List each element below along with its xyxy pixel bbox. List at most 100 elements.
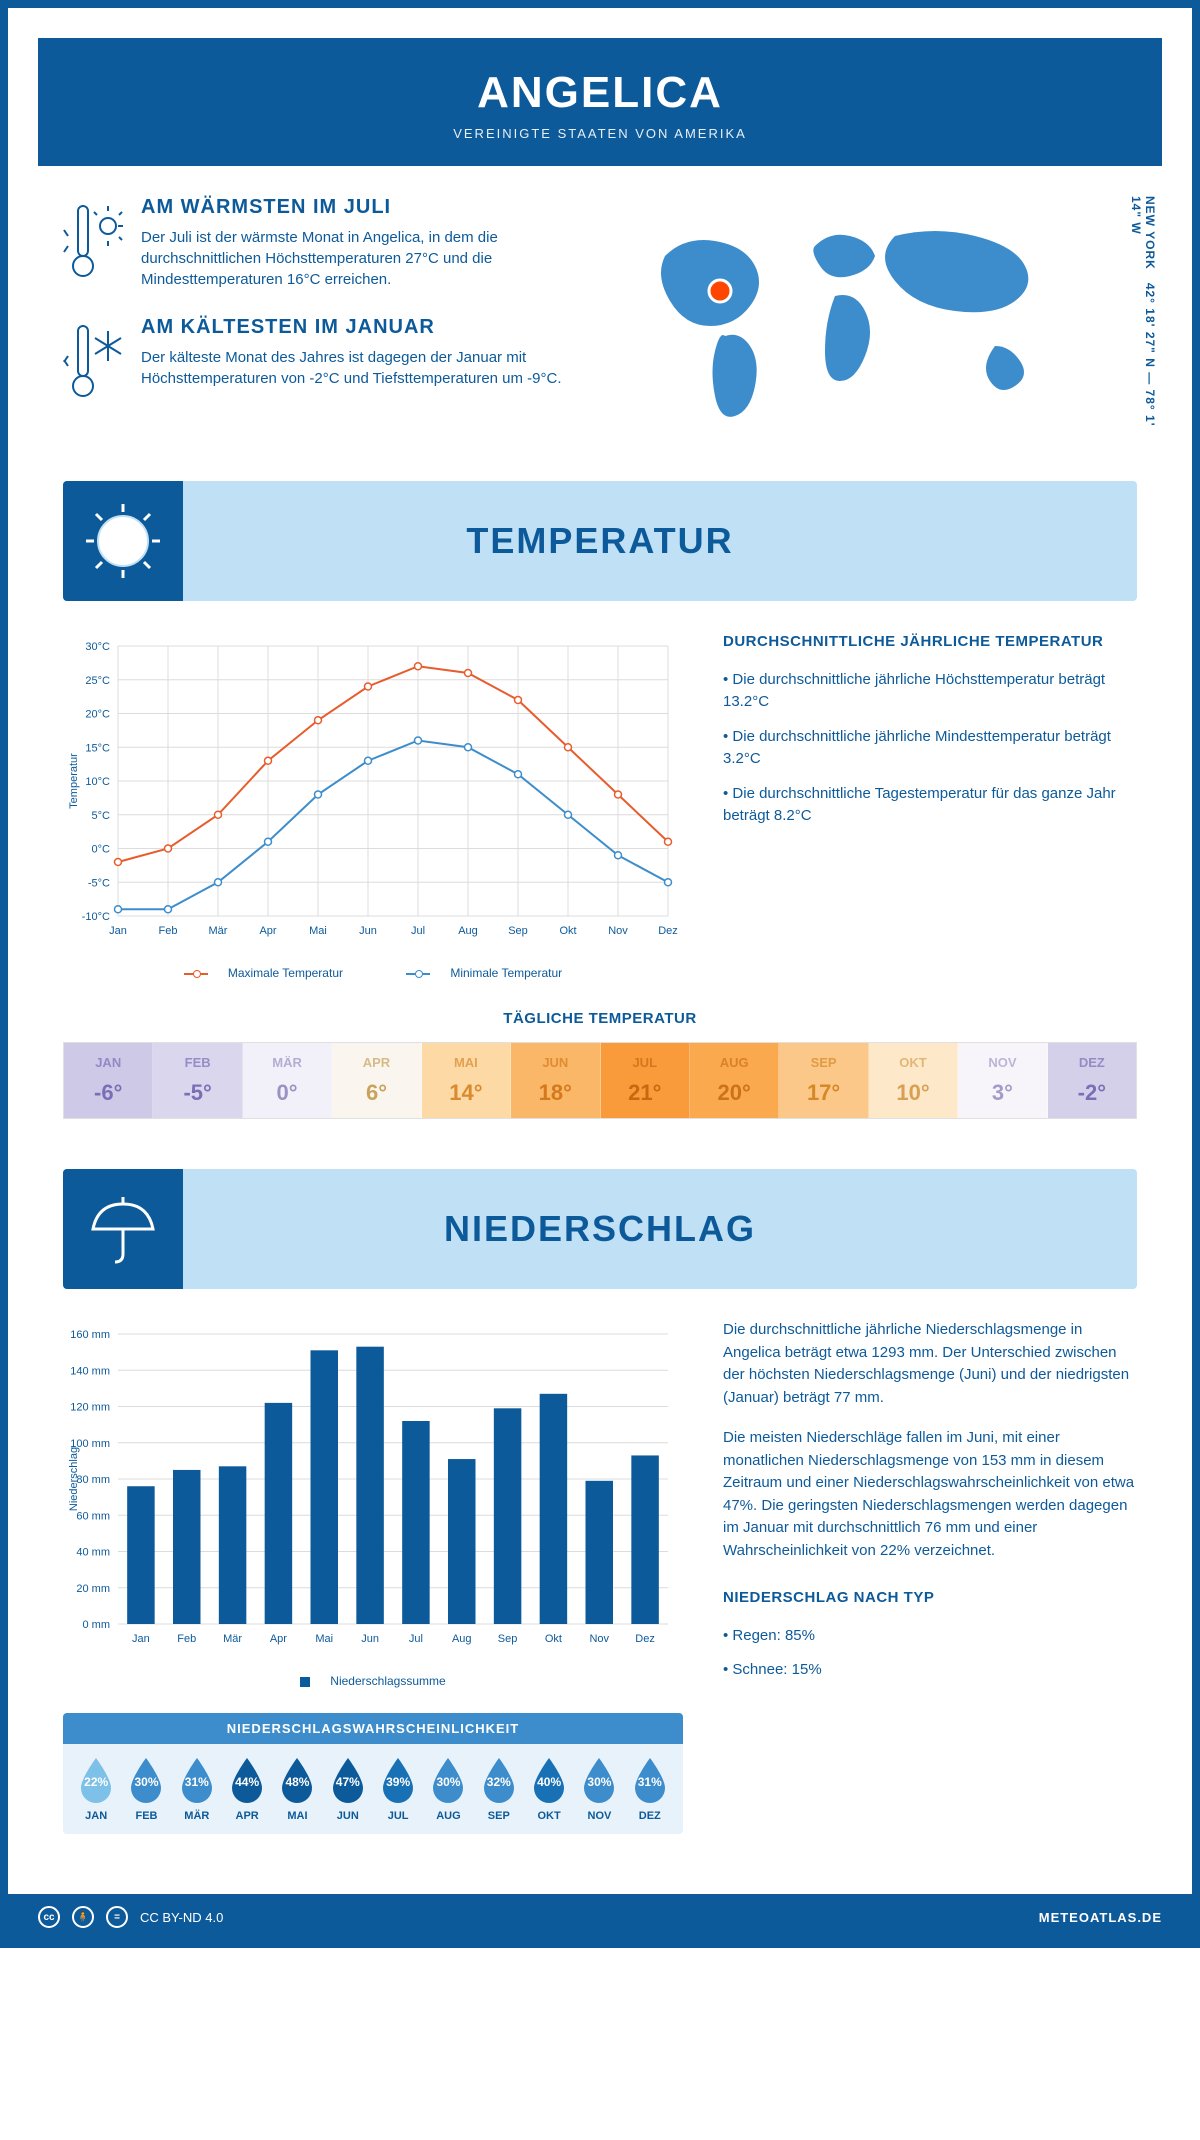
svg-text:Jan: Jan: [132, 1633, 150, 1645]
section-temperature: TEMPERATUR: [63, 481, 1137, 601]
svg-text:160 mm: 160 mm: [70, 1329, 110, 1341]
svg-text:Okt: Okt: [545, 1633, 562, 1645]
drop-cell: 22%JAN: [71, 1756, 121, 1822]
svg-text:120 mm: 120 mm: [70, 1402, 110, 1414]
temp-bullet: • Die durchschnittliche Tagestemperatur …: [723, 783, 1137, 828]
drop-cell: 30%NOV: [574, 1756, 624, 1822]
precipitation-chart: 0 mm20 mm40 mm60 mm80 mm100 mm120 mm140 …: [63, 1319, 683, 1659]
section-title: NIEDERSCHLAG: [183, 1208, 1137, 1250]
svg-text:Mai: Mai: [315, 1633, 333, 1645]
fact-cold-text: Der kälteste Monat des Jahres ist dagege…: [141, 347, 585, 389]
drop-cell: 30%FEB: [121, 1756, 171, 1822]
svg-text:-5°C: -5°C: [88, 877, 110, 889]
svg-text:Apr: Apr: [270, 1633, 287, 1645]
umbrella-icon: [63, 1169, 183, 1289]
drop-cell: 39%JUL: [373, 1756, 423, 1822]
drop-cell: 32%SEP: [474, 1756, 524, 1822]
svg-text:Jun: Jun: [359, 925, 377, 937]
svg-text:Mai: Mai: [309, 925, 327, 937]
svg-text:Jul: Jul: [409, 1633, 423, 1645]
world-map: [615, 196, 1095, 436]
svg-text:Aug: Aug: [452, 1633, 472, 1645]
precip-prob-heading: NIEDERSCHLAGSWAHRSCHEINLICHKEIT: [63, 1713, 683, 1744]
svg-text:Okt: Okt: [559, 925, 576, 937]
drop-cell: 31%DEZ: [625, 1756, 675, 1822]
svg-text:25°C: 25°C: [85, 675, 110, 687]
svg-text:Sep: Sep: [508, 925, 528, 937]
drop-cell: 44%APR: [222, 1756, 272, 1822]
svg-text:Mär: Mär: [209, 925, 228, 937]
daily-cell: DEZ-2°: [1048, 1043, 1136, 1118]
svg-text:80 mm: 80 mm: [76, 1474, 110, 1486]
precip-type-bullet: • Schnee: 15%: [723, 1659, 1137, 1682]
drop-cell: 30%AUG: [423, 1756, 473, 1822]
fact-warm-text: Der Juli ist der wärmste Monat in Angeli…: [141, 227, 585, 290]
temp-info-heading: DURCHSCHNITTLICHE JÄHRLICHE TEMPERATUR: [723, 631, 1137, 654]
svg-text:Apr: Apr: [259, 925, 276, 937]
section-precipitation: NIEDERSCHLAG: [63, 1169, 1137, 1289]
svg-text:Feb: Feb: [177, 1633, 196, 1645]
svg-text:0 mm: 0 mm: [83, 1619, 111, 1631]
svg-text:60 mm: 60 mm: [76, 1510, 110, 1522]
svg-text:Temperatur: Temperatur: [68, 753, 80, 809]
daily-heading: TÄGLICHE TEMPERATUR: [63, 1010, 1137, 1027]
section-title: TEMPERATUR: [183, 520, 1137, 562]
page-title: ANGELICA: [58, 68, 1142, 118]
precip-type-heading: NIEDERSCHLAG NACH TYP: [723, 1587, 1137, 1610]
license-text: CC BY-ND 4.0: [140, 1910, 223, 1925]
daily-cell: MÄR0°: [243, 1043, 332, 1118]
daily-cell: NOV3°: [958, 1043, 1047, 1118]
svg-text:Jul: Jul: [411, 925, 425, 937]
fact-warm: AM WÄRMSTEN IM JULI Der Juli ist der wär…: [63, 196, 585, 291]
daily-cell: MAI14°: [422, 1043, 511, 1118]
chart-legend: Niederschlagssumme: [63, 1674, 683, 1688]
svg-text:Dez: Dez: [635, 1633, 655, 1645]
drop-cell: 47%JUN: [323, 1756, 373, 1822]
svg-text:30°C: 30°C: [85, 641, 110, 653]
svg-text:Jun: Jun: [361, 1633, 379, 1645]
svg-text:Mär: Mär: [223, 1633, 242, 1645]
daily-temperature-grid: JAN-6°FEB-5°MÄR0°APR6°MAI14°JUN18°JUL21°…: [63, 1042, 1137, 1119]
svg-text:Dez: Dez: [658, 925, 678, 937]
daily-cell: FEB-5°: [153, 1043, 242, 1118]
location-marker: [709, 280, 731, 302]
drop-cell: 31%MÄR: [172, 1756, 222, 1822]
temp-bullet: • Die durchschnittliche jährliche Höchst…: [723, 669, 1137, 714]
svg-text:20 mm: 20 mm: [76, 1583, 110, 1595]
svg-text:Aug: Aug: [458, 925, 478, 937]
daily-cell: OKT10°: [869, 1043, 958, 1118]
cc-icon: cc: [38, 1906, 60, 1928]
svg-text:40 mm: 40 mm: [76, 1547, 110, 1559]
svg-text:Niederschlag: Niederschlag: [68, 1447, 80, 1511]
daily-cell: JAN-6°: [64, 1043, 153, 1118]
svg-text:Nov: Nov: [608, 925, 628, 937]
daily-cell: APR6°: [332, 1043, 421, 1118]
fact-cold-title: AM KÄLTESTEN IM JANUAR: [141, 316, 585, 339]
coordinates: NEW YORK 42° 18' 27" N — 78° 1' 14" W: [1129, 196, 1157, 441]
site-name: METEOATLAS.DE: [1039, 1910, 1162, 1925]
daily-cell: AUG20°: [690, 1043, 779, 1118]
fact-warm-title: AM WÄRMSTEN IM JULI: [141, 196, 585, 219]
precip-text: Die meisten Niederschläge fallen im Juni…: [723, 1427, 1137, 1562]
daily-cell: JUL21°: [601, 1043, 690, 1118]
sun-icon: [63, 481, 183, 601]
fact-cold: AM KÄLTESTEN IM JANUAR Der kälteste Mona…: [63, 316, 585, 411]
precip-prob-grid: 22%JAN30%FEB31%MÄR44%APR48%MAI47%JUN39%J…: [63, 1744, 683, 1834]
thermometer-snow-icon: [63, 316, 123, 411]
svg-text:Feb: Feb: [159, 925, 178, 937]
by-icon: 🧍: [72, 1906, 94, 1928]
svg-text:20°C: 20°C: [85, 709, 110, 721]
drop-cell: 48%MAI: [272, 1756, 322, 1822]
precip-type-bullet: • Regen: 85%: [723, 1625, 1137, 1648]
daily-cell: SEP17°: [779, 1043, 868, 1118]
nd-icon: =: [106, 1906, 128, 1928]
svg-text:0°C: 0°C: [92, 844, 111, 856]
svg-text:140 mm: 140 mm: [70, 1365, 110, 1377]
precip-text: Die durchschnittliche jährliche Niedersc…: [723, 1319, 1137, 1409]
svg-text:10°C: 10°C: [85, 776, 110, 788]
svg-text:5°C: 5°C: [92, 810, 111, 822]
svg-text:Nov: Nov: [589, 1633, 609, 1645]
drop-cell: 40%OKT: [524, 1756, 574, 1822]
header: ANGELICA VEREINIGTE STAATEN VON AMERIKA: [38, 38, 1162, 166]
daily-cell: JUN18°: [511, 1043, 600, 1118]
